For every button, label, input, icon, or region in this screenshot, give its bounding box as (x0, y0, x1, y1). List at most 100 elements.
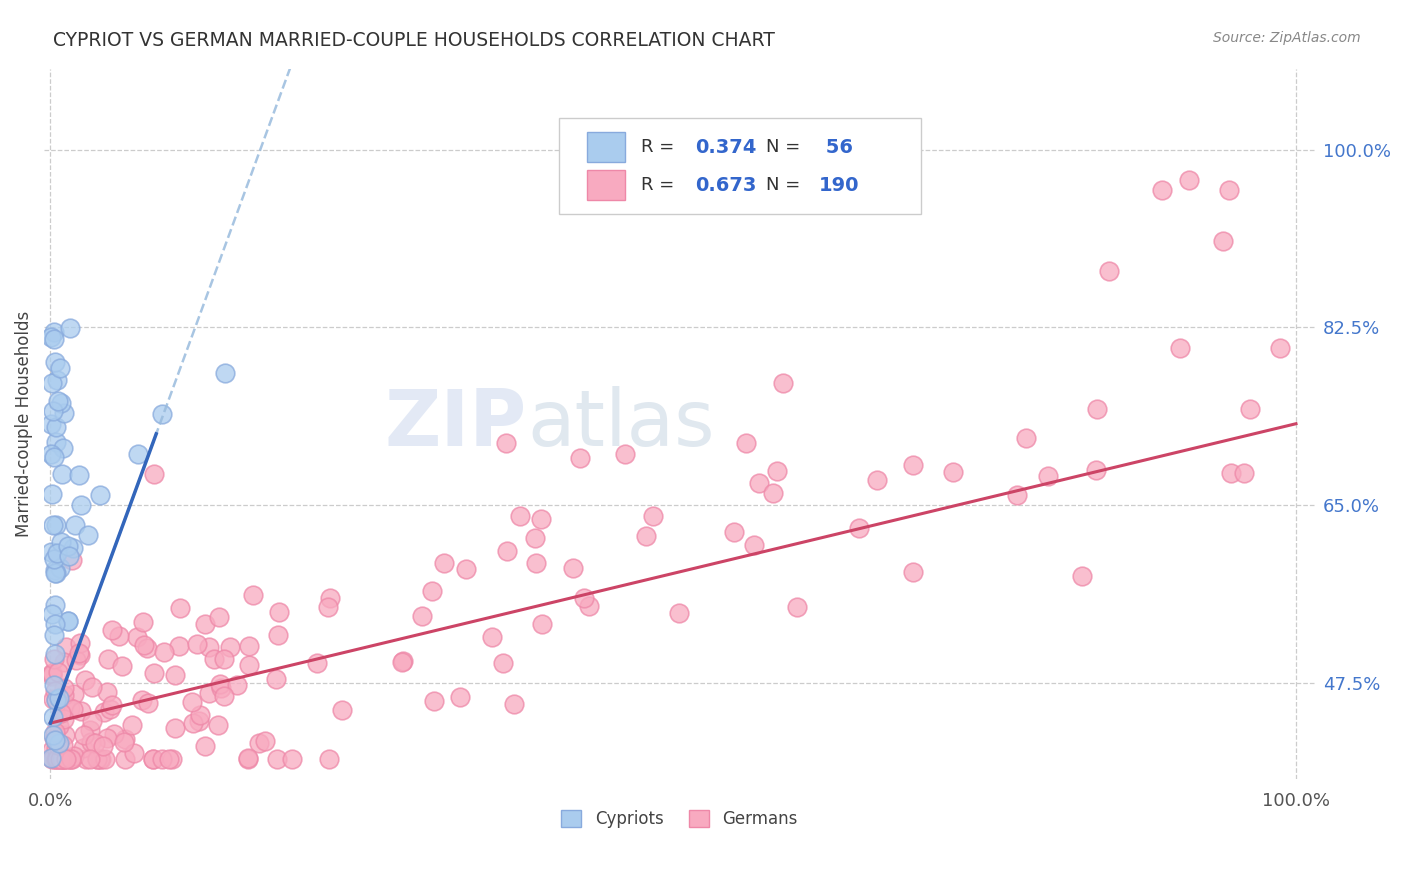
Point (150, 751, 173, 765)
Point (848, 521, 870, 535)
Point (495, 435, 517, 450)
Point (1219, 466, 1241, 480)
Point (1085, 402, 1108, 417)
Point (122, 746, 145, 760)
Point (49, 706, 72, 721)
Point (114, 751, 136, 765)
Point (330, 703, 353, 717)
Point (42, 450, 65, 465)
Text: N =: N = (766, 138, 806, 156)
Text: 56: 56 (820, 138, 853, 157)
Point (207, 718, 229, 732)
Bar (586, 132, 624, 162)
Point (53, 681, 76, 696)
Point (65, 653, 87, 667)
Point (79, 723, 101, 738)
Point (1218, 183, 1240, 197)
Point (772, 376, 794, 390)
Point (142, 467, 165, 481)
Point (51, 441, 73, 455)
Point (41, 545, 63, 559)
Point (942, 465, 965, 479)
Point (568, 450, 591, 465)
Point (39, 329, 62, 343)
Point (127, 447, 149, 461)
Point (44, 617, 66, 632)
Point (524, 531, 547, 545)
Legend: Cypriots, Germans: Cypriots, Germans (555, 803, 804, 835)
Point (51, 396, 73, 410)
Point (160, 751, 183, 765)
Point (636, 529, 658, 543)
Point (1233, 466, 1256, 480)
Point (62, 687, 84, 701)
Point (901, 565, 924, 579)
Point (97, 652, 120, 666)
Point (60, 751, 83, 765)
Point (44, 598, 66, 612)
Text: ZIP: ZIP (385, 385, 527, 462)
Point (52, 712, 75, 726)
Point (142, 751, 165, 765)
Point (39, 417, 62, 431)
Point (41, 710, 63, 724)
Point (503, 697, 526, 711)
Point (63, 748, 86, 763)
Point (194, 616, 217, 631)
Point (786, 599, 808, 614)
Point (212, 652, 235, 666)
Point (69, 648, 91, 663)
Point (1098, 264, 1121, 278)
Point (52, 751, 75, 765)
Point (52, 751, 75, 765)
Point (45, 420, 67, 434)
Point (748, 476, 770, 491)
Point (76, 528, 98, 542)
Point (561, 561, 583, 575)
Point (42, 332, 65, 346)
Point (1177, 173, 1199, 187)
Point (1168, 342, 1191, 356)
Point (45, 518, 67, 533)
Y-axis label: Married-couple Households: Married-couple Households (15, 310, 32, 537)
Point (45, 691, 67, 706)
Point (51, 751, 73, 765)
Point (52, 751, 75, 765)
Point (114, 732, 136, 747)
Point (143, 666, 166, 681)
Point (80, 735, 103, 749)
Point (41, 668, 63, 682)
Point (420, 584, 443, 599)
Point (247, 736, 270, 750)
Point (45, 693, 67, 707)
Point (449, 690, 471, 704)
Point (56, 539, 79, 553)
Point (72, 741, 94, 756)
Point (51, 467, 73, 482)
Point (59, 320, 82, 334)
Point (94, 751, 117, 765)
Point (530, 616, 553, 631)
Point (42, 404, 65, 418)
Point (492, 656, 515, 670)
Point (53, 656, 76, 670)
Point (132, 615, 155, 629)
Point (186, 637, 208, 651)
Point (44, 740, 66, 755)
Point (267, 628, 290, 642)
Point (41, 487, 63, 501)
Point (42, 551, 65, 566)
Point (1070, 569, 1092, 583)
Bar (586, 170, 624, 200)
Point (165, 722, 187, 736)
Point (238, 639, 260, 653)
Point (49, 534, 72, 549)
Point (44, 748, 66, 763)
Point (742, 538, 765, 552)
Point (614, 447, 637, 461)
Point (188, 707, 211, 722)
Point (131, 693, 153, 707)
Text: Source: ZipAtlas.com: Source: ZipAtlas.com (1213, 31, 1361, 45)
Point (723, 524, 745, 539)
Point (65, 518, 87, 533)
